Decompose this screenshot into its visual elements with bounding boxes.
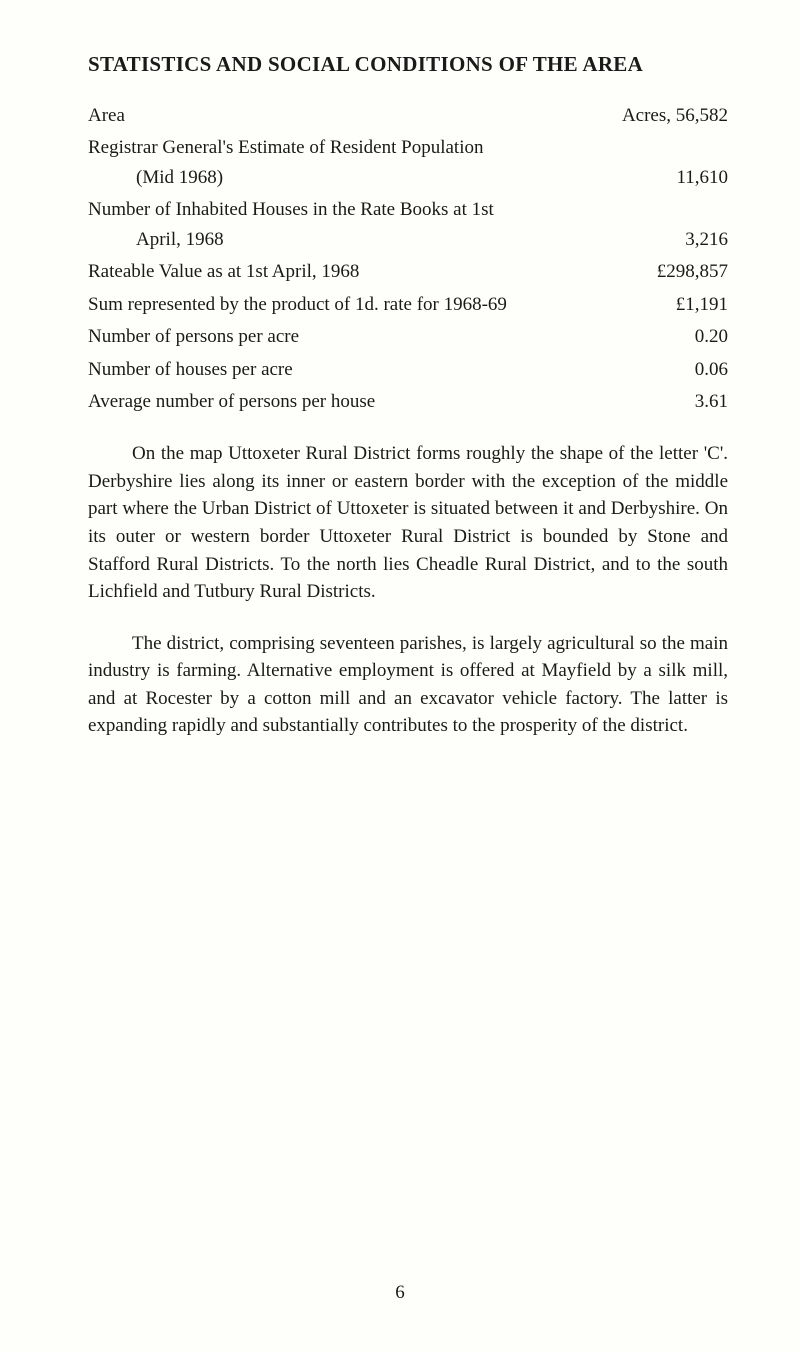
stat-row-registrar-line1: Registrar General's Estimate of Resident… [88,133,728,162]
stat-value: Acres, 56,582 [606,101,728,130]
page-title: STATISTICS AND SOCIAL CONDITIONS OF THE … [88,52,728,77]
stat-row-persons-acre: Number of persons per acre 0.20 [88,322,728,351]
page-number: 6 [0,1282,800,1304]
stat-label: Sum represented by the product of 1d. ra… [88,290,660,319]
stat-label: Registrar General's Estimate of Resident… [88,133,728,162]
paragraph-1: On the map Uttoxeter Rural District form… [88,440,728,605]
paragraph-2: The district, comprising seventeen paris… [88,630,728,740]
stat-value: 11,610 [660,163,728,192]
stat-label: Number of houses per acre [88,355,679,384]
stat-value: £298,857 [641,257,728,286]
stat-value: 3,216 [669,225,728,254]
stat-row-rateable: Rateable Value as at 1st April, 1968 £29… [88,257,728,286]
stat-row-houses-acre: Number of houses per acre 0.06 [88,355,728,384]
stat-label: April, 1968 [88,225,669,254]
stat-row-inhabited-line1: Number of Inhabited Houses in the Rate B… [88,195,728,224]
stat-row-avg-persons: Average number of persons per house 3.61 [88,387,728,416]
statistics-table: Area Acres, 56,582 Registrar General's E… [88,101,728,416]
stat-label: Number of persons per acre [88,322,679,351]
stat-row-inhabited-line2: April, 1968 3,216 [88,225,728,254]
stat-row-area: Area Acres, 56,582 [88,101,728,130]
stat-label: (Mid 1968) [88,163,660,192]
stat-label: Rateable Value as at 1st April, 1968 [88,257,641,286]
stat-label: Number of Inhabited Houses in the Rate B… [88,195,728,224]
stat-value: 0.06 [679,355,728,384]
stat-value: £1,191 [660,290,728,319]
stat-value: 0.20 [679,322,728,351]
stat-row-sum: Sum represented by the product of 1d. ra… [88,290,728,319]
stat-label: Average number of persons per house [88,387,679,416]
stat-row-registrar-line2: (Mid 1968) 11,610 [88,163,728,192]
stat-label: Area [88,101,606,130]
stat-value: 3.61 [679,387,728,416]
